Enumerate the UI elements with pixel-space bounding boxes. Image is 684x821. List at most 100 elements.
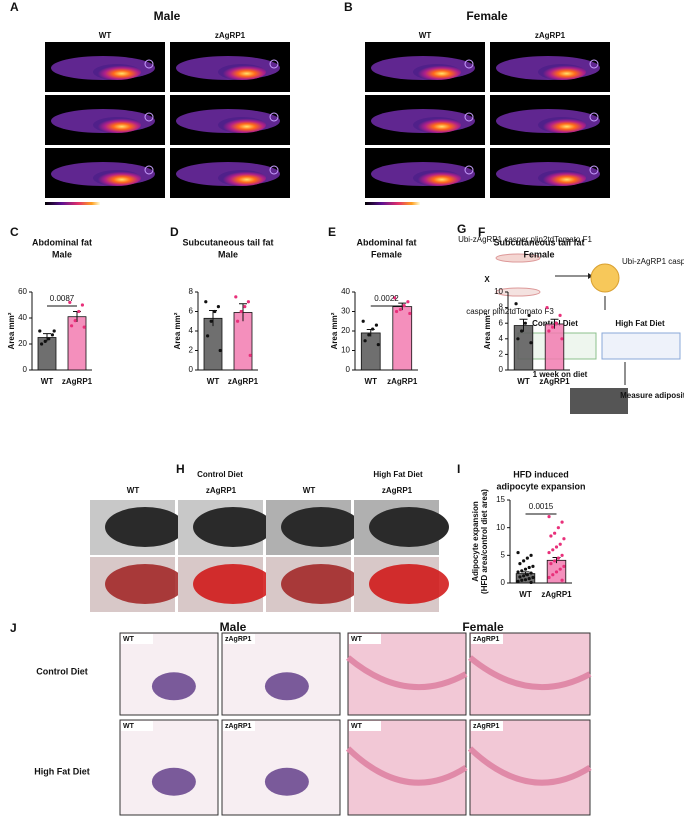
data-point xyxy=(547,550,551,555)
data-point xyxy=(402,304,406,308)
signal xyxy=(281,564,361,604)
fish-icon xyxy=(495,253,541,263)
column-label: WT xyxy=(419,31,432,40)
y-tick-label: 4 xyxy=(499,334,504,343)
fish-icon xyxy=(495,287,541,297)
column-label: WT xyxy=(99,31,112,40)
bar xyxy=(392,306,413,371)
eye xyxy=(144,112,154,122)
tissue xyxy=(281,507,361,547)
colorbar xyxy=(45,202,100,205)
muscle-fibre xyxy=(345,746,468,786)
x-tick-label: WT xyxy=(365,377,378,386)
data-point xyxy=(520,578,524,582)
tile-label: WT xyxy=(351,723,363,730)
column-label: zAgRP1 xyxy=(535,31,566,40)
y-tick-label: 0 xyxy=(501,578,506,587)
chart-title: Abdominal fat xyxy=(32,237,92,247)
x-tick-label: WT xyxy=(519,590,532,599)
data-point xyxy=(239,309,243,314)
group-label: Control Diet xyxy=(197,470,243,479)
label: 1 week on diet xyxy=(533,370,588,379)
chart-subtitle: Male xyxy=(218,249,238,259)
error-bar xyxy=(550,318,559,329)
y-tick-label: 20 xyxy=(18,339,27,348)
data-point xyxy=(554,570,559,574)
photo xyxy=(570,388,628,414)
eye xyxy=(269,165,279,175)
data-point xyxy=(560,553,564,557)
tile-label: WT xyxy=(123,723,135,730)
data-point xyxy=(560,578,564,582)
data-point xyxy=(216,305,220,309)
colorbar xyxy=(365,202,420,205)
data-point xyxy=(204,300,208,304)
data-point xyxy=(558,542,562,546)
column-label: zAgRP1 xyxy=(215,31,246,40)
data-point xyxy=(520,569,524,573)
data-point xyxy=(47,337,51,341)
fat-signal xyxy=(93,117,141,133)
data-point xyxy=(43,339,47,343)
y-axis-label: Adipocyte expansion xyxy=(471,501,480,582)
y-tick-label: 5 xyxy=(501,550,506,559)
data-point xyxy=(547,329,551,333)
bar xyxy=(360,332,381,371)
data-point xyxy=(393,296,397,300)
label: Ubi-zAgRP1 casper plin2tdTomato F1 xyxy=(458,235,592,244)
column-label: WT xyxy=(303,486,316,495)
data-point xyxy=(551,325,555,329)
label-bg xyxy=(223,634,255,644)
eye xyxy=(269,59,279,69)
y-tick-label: 40 xyxy=(341,287,350,296)
y-tick-label: 60 xyxy=(18,287,27,296)
chart-subtitle: adipocyte expansion xyxy=(496,481,585,491)
label: casper plin2tdTomato F3 xyxy=(466,307,554,316)
fat-signal xyxy=(538,170,586,186)
chart-subtitle: Male xyxy=(52,249,72,259)
data-point xyxy=(218,348,222,353)
tissue xyxy=(369,507,449,547)
data-point xyxy=(80,303,84,307)
data-point xyxy=(77,309,81,314)
x-tick-label: zAgRP1 xyxy=(62,377,93,386)
muscle-fibre xyxy=(468,655,592,691)
data-point xyxy=(406,300,410,304)
tile-label: zAgRP1 xyxy=(225,636,252,643)
eye xyxy=(589,165,599,175)
data-point xyxy=(545,306,549,310)
x-tick-label: WT xyxy=(41,377,54,386)
x-tick-label: zAgRP1 xyxy=(228,377,259,386)
column-label: zAgRP1 xyxy=(382,486,413,495)
y-axis-label: (HFD area/control diet area) xyxy=(480,489,489,594)
panel-title: Female xyxy=(466,9,508,23)
panel-letter: H xyxy=(176,462,185,476)
data-point xyxy=(516,550,520,555)
histology-tile xyxy=(221,719,341,816)
eye xyxy=(464,59,474,69)
signal xyxy=(369,564,449,604)
y-axis-label: Area mm² xyxy=(173,312,182,349)
panel-letter: A xyxy=(10,0,19,14)
data-point xyxy=(363,339,367,343)
y-tick-label: 40 xyxy=(18,313,27,322)
data-point xyxy=(547,575,551,580)
chart-subtitle: Female xyxy=(523,249,554,259)
eye xyxy=(269,112,279,122)
sex-label: Male xyxy=(220,620,247,634)
data-point xyxy=(562,537,566,541)
data-point xyxy=(213,309,217,314)
x-tick-label: WT xyxy=(517,377,530,386)
data-point xyxy=(529,571,533,575)
data-point xyxy=(527,565,531,570)
panel-letter: C xyxy=(10,225,19,239)
row-label: Control Diet xyxy=(36,666,88,676)
fat-signal xyxy=(218,117,266,133)
data-point xyxy=(40,342,44,346)
p-value: 0.0015 xyxy=(529,502,554,511)
y-tick-label: 20 xyxy=(341,326,350,335)
group-label: High Fat Diet xyxy=(373,470,423,479)
data-point xyxy=(560,337,564,341)
eye xyxy=(464,165,474,175)
panel-letter: I xyxy=(457,462,460,476)
